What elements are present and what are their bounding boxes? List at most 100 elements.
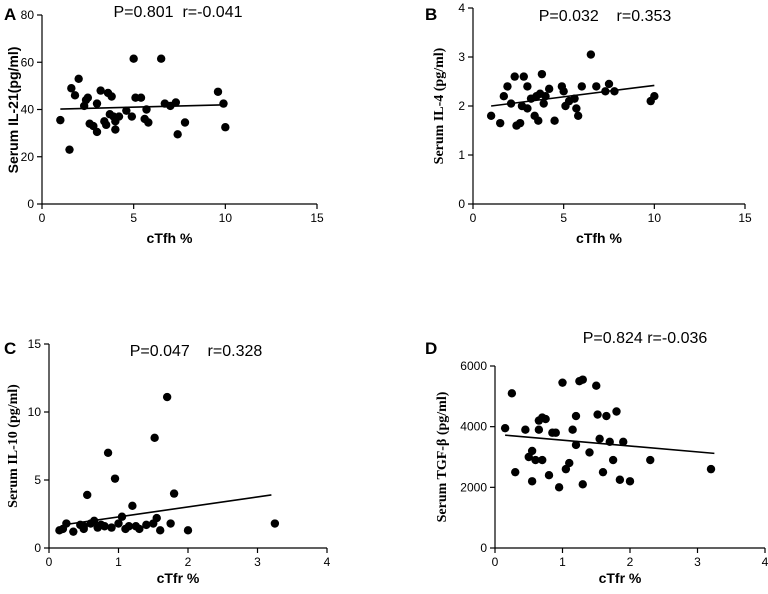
data-point: [558, 378, 567, 387]
data-point: [541, 414, 550, 424]
regression-line: [60, 103, 226, 110]
data-point: [571, 411, 581, 421]
data-point: [128, 501, 137, 511]
data-point: [114, 519, 123, 528]
x-tick-label: 0: [46, 555, 53, 569]
y-tick-label: 0: [27, 197, 34, 211]
x-tick-label: 10: [219, 211, 233, 225]
data-point: [219, 99, 228, 108]
y-tick-label: 4000: [460, 420, 487, 434]
panel-letter: C: [4, 339, 16, 358]
data-point: [221, 123, 230, 132]
y-tick-label: 2000: [460, 480, 487, 494]
data-point: [65, 145, 74, 154]
data-point: [586, 50, 596, 59]
panel-letter: B: [425, 5, 437, 24]
stats-annotation: P=0.801 r=-0.041: [114, 4, 243, 21]
data-point: [598, 467, 608, 477]
data-point: [152, 513, 161, 523]
y-tick-label: 40: [21, 103, 35, 117]
y-axis-title: Serum IL-10 (pg/ml): [6, 384, 21, 508]
data-point: [527, 477, 537, 486]
data-point: [56, 115, 65, 125]
y-tick-label: 15: [28, 337, 42, 351]
data-point: [79, 522, 88, 531]
data-point: [150, 433, 159, 443]
regression-line: [491, 84, 655, 107]
stats-annotation: P=0.824 r=-0.036: [583, 330, 708, 347]
data-point: [646, 455, 655, 465]
panel-a: A P=0.801 r=-0.041 0 5 10 15 0 20 40 60 80 cTfh % Se…: [4, 4, 324, 246]
data-point: [162, 392, 172, 402]
x-tick-label: 0: [39, 211, 46, 225]
x-tick-label: 3: [694, 555, 701, 569]
x-tick-label: 5: [560, 211, 567, 225]
y-axis-title: Serum TGF-β (pg/ml): [435, 391, 450, 522]
data-point: [499, 92, 509, 101]
data-point: [111, 125, 120, 134]
data-point: [515, 118, 525, 128]
data-point: [523, 104, 532, 113]
y-tick-label: 5: [34, 473, 41, 487]
data-point: [144, 118, 153, 127]
data-point: [544, 471, 554, 480]
x-axis-title: cTfh %: [147, 230, 193, 246]
data-point: [180, 118, 190, 127]
x-tick-label: 0: [492, 555, 499, 569]
data-point: [521, 425, 530, 434]
data-point: [551, 428, 560, 437]
data-point: [142, 520, 151, 530]
data-point: [559, 87, 568, 96]
data-point: [706, 464, 716, 474]
data-point: [110, 474, 120, 483]
data-point: [534, 116, 543, 125]
x-tick-label: 15: [738, 211, 752, 225]
data-point: [550, 116, 559, 125]
y-tick-label: 0: [458, 197, 465, 211]
data-point: [544, 84, 554, 94]
x-tick-label: 2: [627, 555, 634, 569]
panel-c: C P=0.047 r=0.328 0 1 2 3 4 0 5 10 15 cTfr % Serum I…: [4, 337, 331, 586]
data-point: [523, 82, 532, 91]
x-tick-label: 4: [324, 555, 331, 569]
data-point: [213, 87, 223, 96]
data-point: [585, 448, 594, 457]
data-point: [83, 93, 93, 102]
data-point: [578, 480, 587, 489]
x-tick-label: 5: [130, 211, 137, 225]
data-point: [500, 423, 510, 433]
x-tick-label: 0: [470, 211, 477, 225]
data-point: [615, 475, 625, 484]
data-point: [129, 54, 138, 63]
data-point: [107, 92, 116, 101]
y-tick-label: 3: [458, 50, 465, 64]
data-point: [610, 87, 619, 96]
data-point: [539, 99, 548, 108]
data-point: [537, 69, 547, 79]
data-point: [173, 130, 182, 139]
y-tick-label: 0: [34, 541, 41, 555]
data-point: [608, 455, 618, 465]
data-point: [571, 440, 581, 450]
data-point: [592, 82, 601, 91]
data-point: [577, 82, 586, 91]
data-point: [595, 434, 604, 443]
y-tick-label: 60: [21, 55, 35, 69]
data-point: [534, 425, 544, 434]
data-point: [604, 79, 614, 89]
data-point: [92, 99, 102, 108]
x-tick-label: 1: [559, 555, 566, 569]
y-tick-label: 80: [21, 8, 35, 22]
y-axis-title: Serum IL-21(pg/ml): [5, 47, 21, 174]
stats-annotation: P=0.047 r=0.328: [130, 343, 263, 360]
x-tick-label: 1: [115, 555, 122, 569]
data-point: [511, 467, 520, 477]
y-tick-label: 20: [21, 150, 35, 164]
data-point: [70, 91, 80, 100]
data-point: [62, 519, 71, 528]
x-tick-label: 2: [185, 555, 192, 569]
data-point: [156, 54, 166, 63]
y-tick-label: 2: [458, 99, 465, 113]
regression-line: [505, 434, 715, 455]
